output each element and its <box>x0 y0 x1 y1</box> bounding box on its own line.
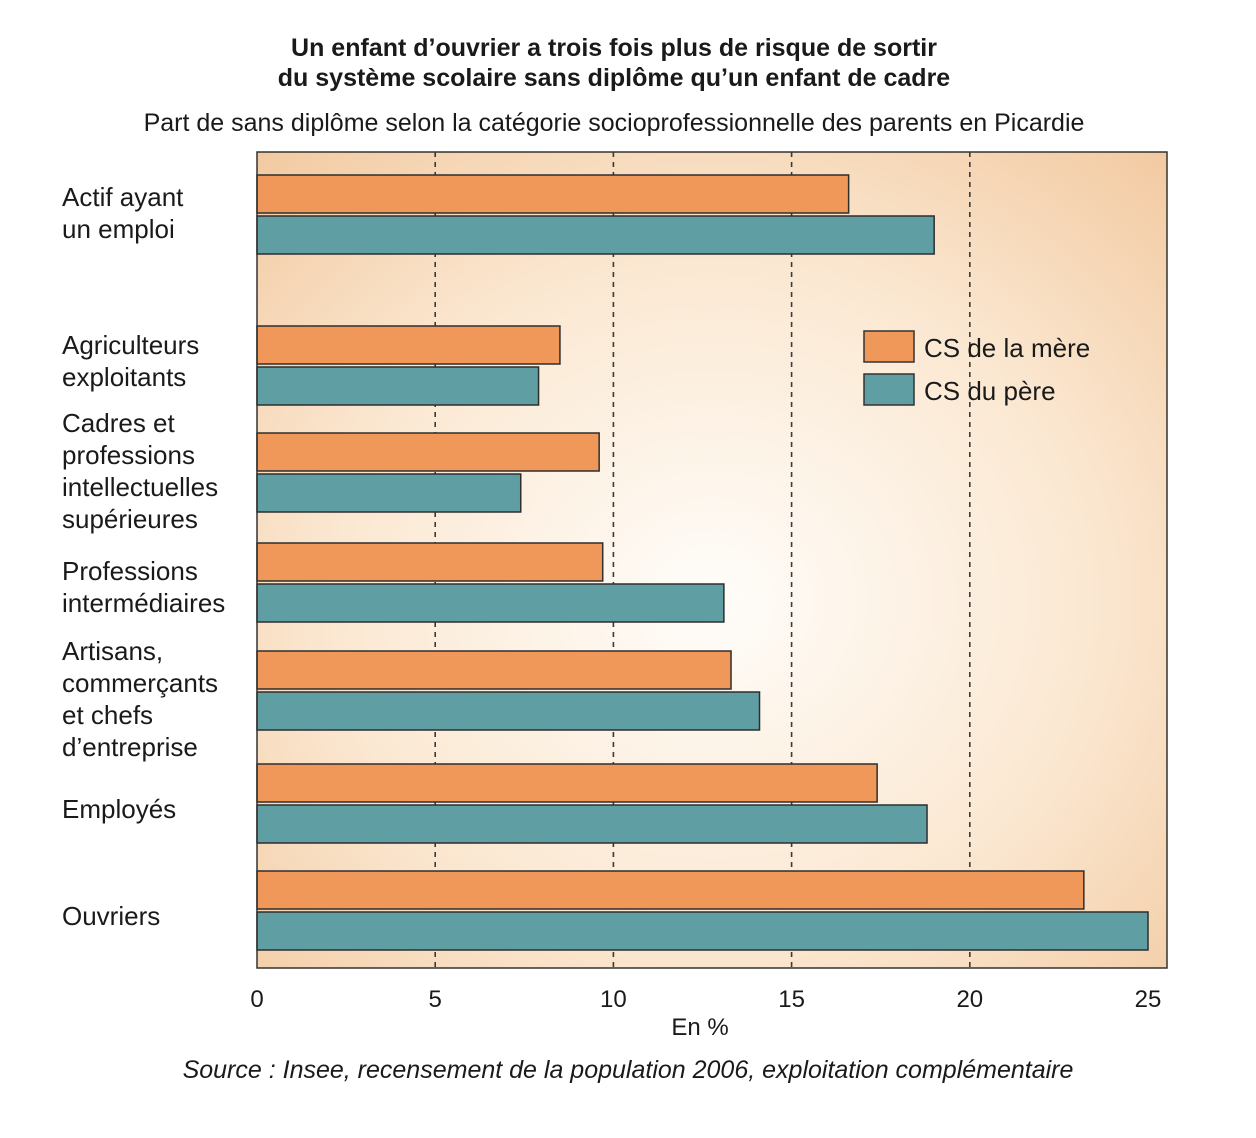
legend-label-mere: CS de la mère <box>924 333 1090 363</box>
x-tick-labels: 0 5 10 15 20 25 <box>250 986 1161 1013</box>
legend-label-pere: CS du père <box>924 376 1056 406</box>
x-tick-label: 10 <box>600 986 627 1013</box>
x-tick-label: 25 <box>1135 986 1162 1013</box>
category-label: Actif ayant <box>62 182 184 212</box>
bar-pere-6 <box>256 911 1149 951</box>
chart-subtitle: Part de sans diplôme selon la catégorie … <box>144 109 1085 137</box>
source-note: Source : Insee, recensement de la popula… <box>183 1056 1074 1084</box>
bar-mere-1 <box>256 325 561 365</box>
category-label: commerçants <box>62 668 218 698</box>
bar-mere-6 <box>256 870 1085 910</box>
plot-area-frame <box>256 151 1168 969</box>
bar-pere-0 <box>256 215 935 255</box>
bar-mere-5 <box>256 763 878 803</box>
legend-swatch-pere <box>863 373 915 406</box>
category-label: Artisans, <box>62 636 163 666</box>
category-label: Cadres et <box>62 408 175 438</box>
category-label: d’entreprise <box>62 732 198 762</box>
category-label: Ouvriers <box>62 901 160 931</box>
chart-title-line-1: Un enfant d’ouvrier a trois fois plus de… <box>291 34 937 62</box>
x-tick-label: 15 <box>778 986 805 1013</box>
bar-pere-2 <box>256 473 522 513</box>
category-label: exploitants <box>62 362 186 392</box>
category-label: un emploi <box>62 214 175 244</box>
legend-swatch-mere <box>863 330 915 363</box>
x-axis-label: En % <box>671 1014 728 1041</box>
bar-mere-3 <box>256 542 604 582</box>
legend: CS de la mère CS du père <box>863 330 1090 406</box>
category-label: Professions <box>62 556 198 586</box>
bar-pere-4 <box>256 691 761 731</box>
category-label: Employés <box>62 794 176 824</box>
bar-mere-4 <box>256 650 732 690</box>
category-label: intellectuelles <box>62 472 218 502</box>
bar-mere-0 <box>256 174 850 214</box>
x-tick-label: 20 <box>956 986 983 1013</box>
category-label: et chefs <box>62 700 153 730</box>
category-label: Agriculteurs <box>62 330 199 360</box>
category-label: supérieures <box>62 504 198 534</box>
x-tick-label: 0 <box>250 986 263 1013</box>
x-tick-label: 5 <box>429 986 442 1013</box>
bar-pere-5 <box>256 804 928 844</box>
category-label: intermédiaires <box>62 588 225 618</box>
chart-title-line-2: du système scolaire sans diplôme qu’un e… <box>278 64 951 92</box>
bar-pere-3 <box>256 583 725 623</box>
bar-mere-2 <box>256 432 600 472</box>
bars <box>256 174 1149 951</box>
category-label: professions <box>62 440 195 470</box>
bar-pere-1 <box>256 366 540 406</box>
